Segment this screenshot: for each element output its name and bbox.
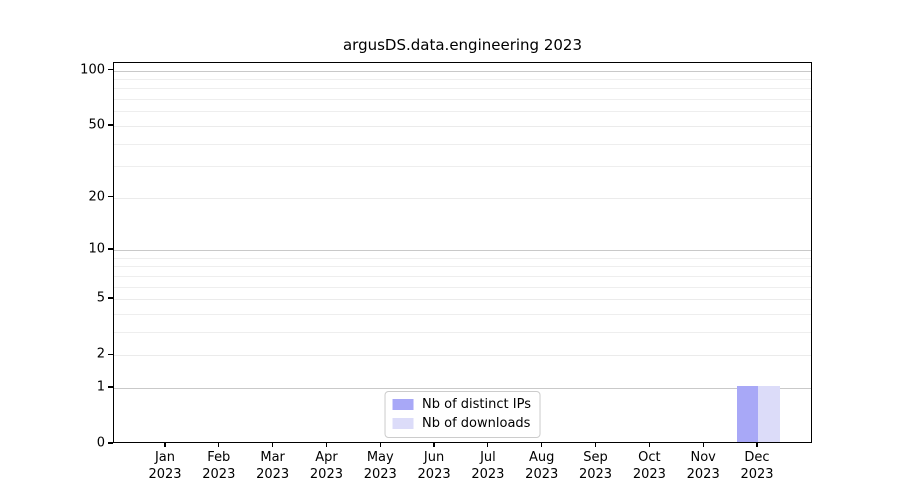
- gridline: [114, 355, 811, 357]
- minor-gridline: [114, 331, 811, 333]
- gridline: [114, 299, 811, 301]
- y-tick-label: 2: [96, 346, 105, 362]
- x-tick-label: Oct 2023: [632, 450, 666, 482]
- x-tick-label: Mar 2023: [256, 450, 290, 482]
- gridline: [114, 70, 811, 72]
- x-tick-label: Feb 2023: [202, 450, 236, 482]
- plot-area: Nb of distinct IPs Nb of downloads: [113, 62, 812, 443]
- legend: Nb of distinct IPs Nb of downloads: [384, 391, 541, 438]
- y-tick-mark: [108, 442, 113, 444]
- x-tick-mark: [272, 443, 274, 447]
- x-tick-label: Jan 2023: [148, 450, 182, 482]
- minor-gridline: [114, 286, 811, 288]
- legend-swatch-distinct-ips: [392, 399, 414, 410]
- x-tick-label: May 2023: [363, 450, 397, 482]
- legend-item-distinct-ips: Nb of distinct IPs: [392, 397, 531, 412]
- y-tick-mark: [108, 69, 113, 71]
- y-tick-label: 100: [80, 62, 105, 78]
- x-tick-mark: [164, 443, 166, 447]
- x-tick-mark: [487, 443, 489, 447]
- legend-swatch-downloads: [392, 418, 414, 429]
- y-tick-label: 20: [88, 189, 105, 205]
- gridline: [114, 250, 811, 251]
- x-tick-mark: [325, 443, 328, 447]
- x-tick-label: Sep 2023: [578, 450, 613, 482]
- x-tick-label: Aug 2023: [525, 450, 559, 482]
- minor-gridline: [114, 99, 811, 101]
- gridline: [114, 387, 811, 389]
- gridline: [114, 125, 811, 127]
- x-tick-label: Dec 2023: [740, 450, 774, 482]
- bar-downloads: [758, 385, 780, 442]
- bar-distinct-ips: [736, 385, 758, 442]
- y-tick-label: 50: [88, 117, 105, 133]
- chart-title: argusDS.data.engineering 2023: [342, 36, 583, 54]
- x-tick-label: Jul 2023: [471, 450, 505, 482]
- y-tick-mark: [108, 124, 113, 126]
- minor-gridline: [114, 143, 811, 145]
- x-tick-mark: [218, 443, 220, 447]
- minor-gridline: [114, 313, 811, 315]
- x-tick-mark: [756, 443, 758, 447]
- x-tick-label: Apr 2023: [309, 450, 343, 482]
- legend-label: Nb of distinct IPs: [422, 397, 531, 412]
- minor-gridline: [114, 88, 811, 90]
- y-tick-label: 10: [88, 241, 105, 257]
- legend-item-downloads: Nb of downloads: [392, 416, 531, 431]
- y-tick-mark: [108, 353, 113, 355]
- minor-gridline: [114, 166, 811, 168]
- x-tick-mark: [379, 443, 381, 447]
- minor-gridline: [114, 79, 811, 81]
- x-tick-mark: [433, 443, 435, 447]
- x-tick-label: Jun 2023: [417, 450, 451, 482]
- y-tick-mark: [108, 196, 113, 198]
- x-tick-mark: [541, 443, 543, 447]
- x-tick-mark: [702, 443, 704, 447]
- y-tick-mark: [108, 248, 113, 250]
- y-tick-label: 0: [96, 435, 105, 451]
- legend-label: Nb of downloads: [422, 416, 531, 431]
- y-tick-mark: [108, 386, 113, 388]
- y-tick-mark: [108, 297, 113, 299]
- minor-gridline: [114, 266, 811, 268]
- gridline: [114, 197, 811, 199]
- x-tick-mark: [648, 443, 650, 447]
- y-tick-label: 5: [96, 290, 105, 306]
- minor-gridline: [114, 257, 811, 259]
- x-tick-label: Nov 2023: [686, 450, 720, 482]
- x-tick-mark: [594, 443, 597, 447]
- y-tick-label: 1: [96, 379, 105, 395]
- minor-gridline: [114, 111, 811, 113]
- minor-gridline: [114, 275, 811, 277]
